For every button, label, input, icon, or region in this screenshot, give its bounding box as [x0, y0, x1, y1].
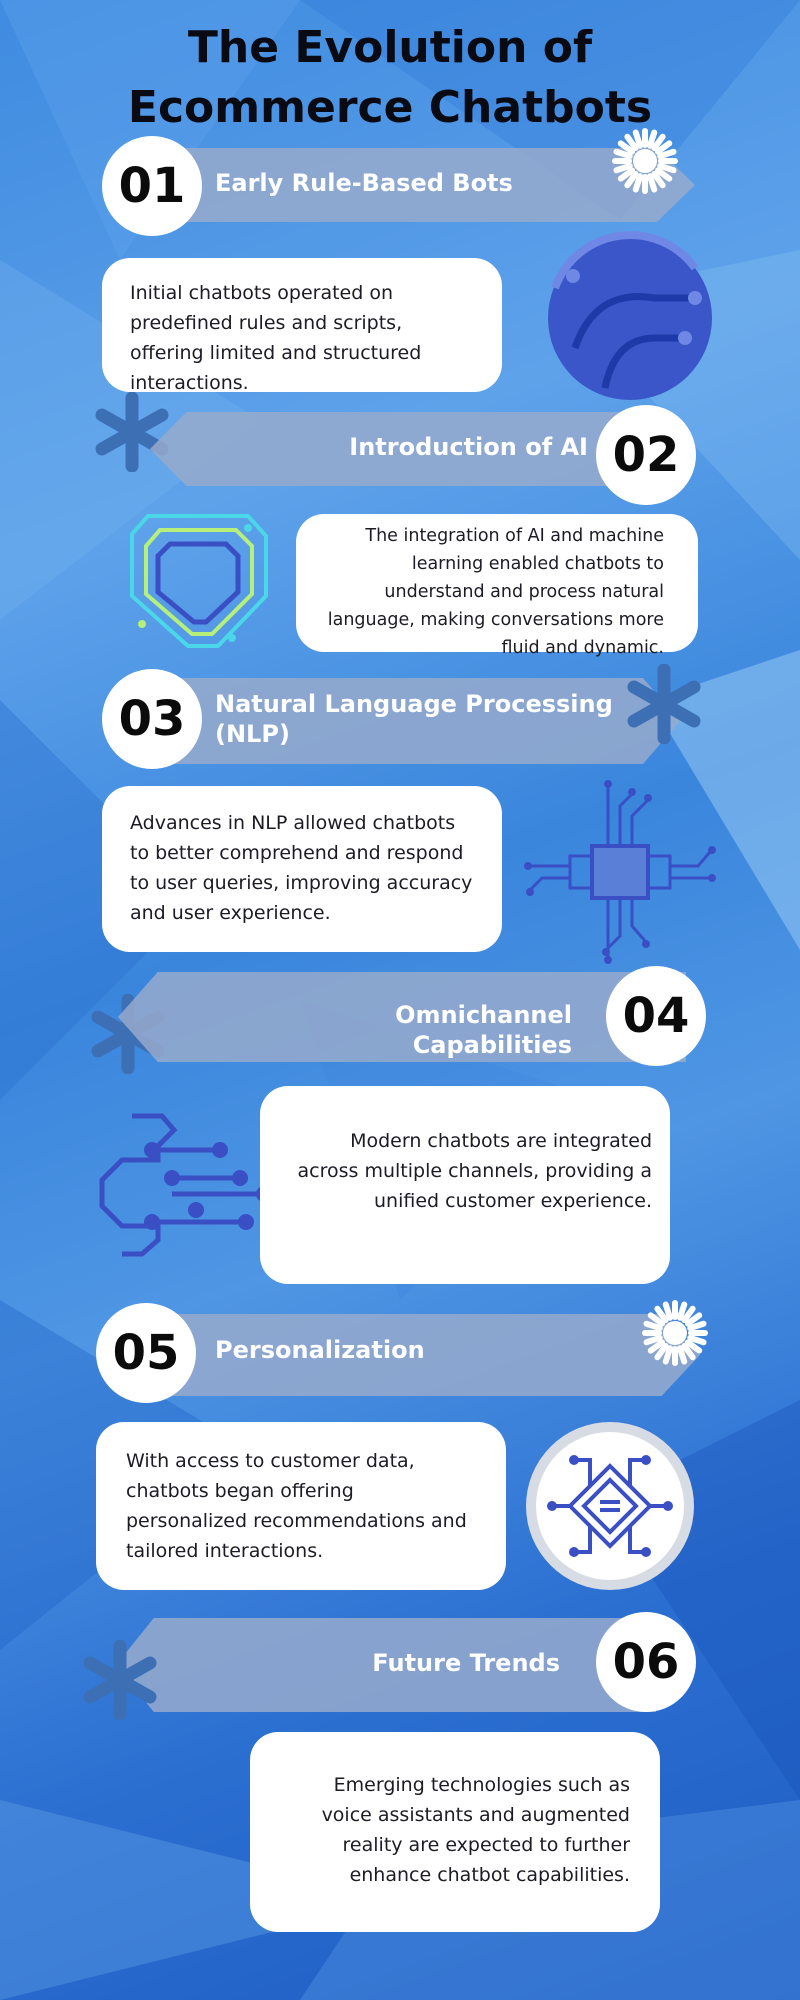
asterisk-icon-2: [627, 664, 701, 744]
sunburst-icon-2: [642, 1300, 708, 1366]
circuit-badge-icon: [526, 1422, 694, 1590]
section-1-banner: [150, 148, 695, 222]
sunburst-ray: [624, 133, 639, 152]
section-1-card: Initial chatbots operated on predefined …: [102, 258, 502, 394]
sunburst-ray: [632, 129, 644, 149]
sunburst-ray: [681, 1305, 696, 1324]
section-5-number: 05: [96, 1303, 196, 1403]
sunburst-ray: [681, 1342, 696, 1361]
sunburst-ray: [647, 1339, 666, 1354]
section-3-heading: Natural Language Processing (NLP): [215, 690, 613, 748]
title-line-2: Ecommerce Chatbots: [127, 82, 653, 133]
sunburst-ray: [676, 1301, 688, 1321]
section-6-number: 06: [596, 1612, 696, 1712]
section-6-banner: [116, 1618, 656, 1712]
asterisk-icon: [95, 392, 169, 472]
section-4-card: Modern chatbots are integrated across mu…: [260, 1086, 670, 1284]
section-6-card: Emerging technologies such as voice assi…: [250, 1732, 660, 1932]
page-title: The Evolution of Ecommerce Chatbots: [0, 18, 780, 138]
sunburst-ray: [643, 1334, 663, 1346]
section-5-heading: Personalization: [215, 1336, 425, 1364]
section-1-number: 01: [102, 136, 202, 236]
sunburst-ray: [672, 1346, 678, 1366]
sunburst-ray: [642, 1330, 662, 1336]
section-5-banner: [150, 1314, 700, 1396]
section-3-banner: [150, 678, 680, 764]
sunburst-ray: [632, 173, 644, 193]
section-2-card: The integration of AI and machine learni…: [296, 514, 698, 658]
section-2-banner: [150, 412, 670, 486]
asterisk-icon-4: [83, 1640, 157, 1720]
sunburst-ray: [642, 174, 648, 194]
circuit-brain-icon: [99, 1113, 272, 1257]
sunburst-ray: [657, 148, 677, 160]
sunburst-ray: [646, 173, 658, 193]
sunburst-ray: [624, 170, 639, 189]
sunburst-ray: [646, 129, 658, 149]
sunburst-ray: [658, 158, 678, 164]
sunburst-ray: [651, 133, 666, 152]
sunburst-ray: [643, 1320, 663, 1332]
sunburst-ray: [654, 1342, 669, 1361]
sunburst-ray: [684, 1339, 703, 1354]
sunburst-ray: [612, 158, 632, 164]
sunburst-ray: [672, 1300, 678, 1320]
title-line-1: The Evolution of: [187, 22, 593, 73]
sunburst-ray: [613, 162, 633, 174]
sunburst-ray: [662, 1345, 674, 1365]
section-1-heading: Early Rule-Based Bots: [215, 169, 513, 197]
section-3-card: Advances in NLP allowed chatbots to bett…: [102, 786, 502, 952]
section-2-number: 02: [596, 405, 696, 505]
sunburst-ray: [647, 1312, 666, 1327]
sunburst-ray: [687, 1334, 707, 1346]
sunburst-ray: [654, 140, 673, 155]
section-3-number: 03: [102, 669, 202, 769]
section-2-heading: Introduction of AI: [349, 433, 588, 461]
circuit-globe-icon: [548, 231, 712, 400]
sunburst-ray: [688, 1330, 708, 1336]
sunburst-ray: [654, 167, 673, 182]
sunburst-ray: [662, 1301, 674, 1321]
sunburst-icon: [612, 128, 678, 194]
section-4-heading: Omnichannel Capabilities: [395, 1001, 572, 1059]
sunburst-ray: [657, 162, 677, 174]
section-6-heading: Future Trends: [372, 1649, 560, 1677]
sunburst-ray: [684, 1312, 703, 1327]
section-4-banner: [118, 972, 686, 1062]
sunburst-ray: [687, 1320, 707, 1332]
sunburst-ray: [617, 140, 636, 155]
section-4-number: 04: [606, 966, 706, 1066]
sunburst-ray: [617, 167, 636, 182]
microchip-icon: [524, 780, 716, 964]
sunburst-ray: [642, 128, 648, 148]
section-5-card: With access to customer data, chatbots b…: [96, 1422, 506, 1590]
sunburst-ray: [613, 148, 633, 160]
circuit-shield-icon: [130, 514, 268, 648]
sunburst-ray: [651, 170, 666, 189]
sunburst-ray: [676, 1345, 688, 1365]
sunburst-ray: [654, 1305, 669, 1324]
